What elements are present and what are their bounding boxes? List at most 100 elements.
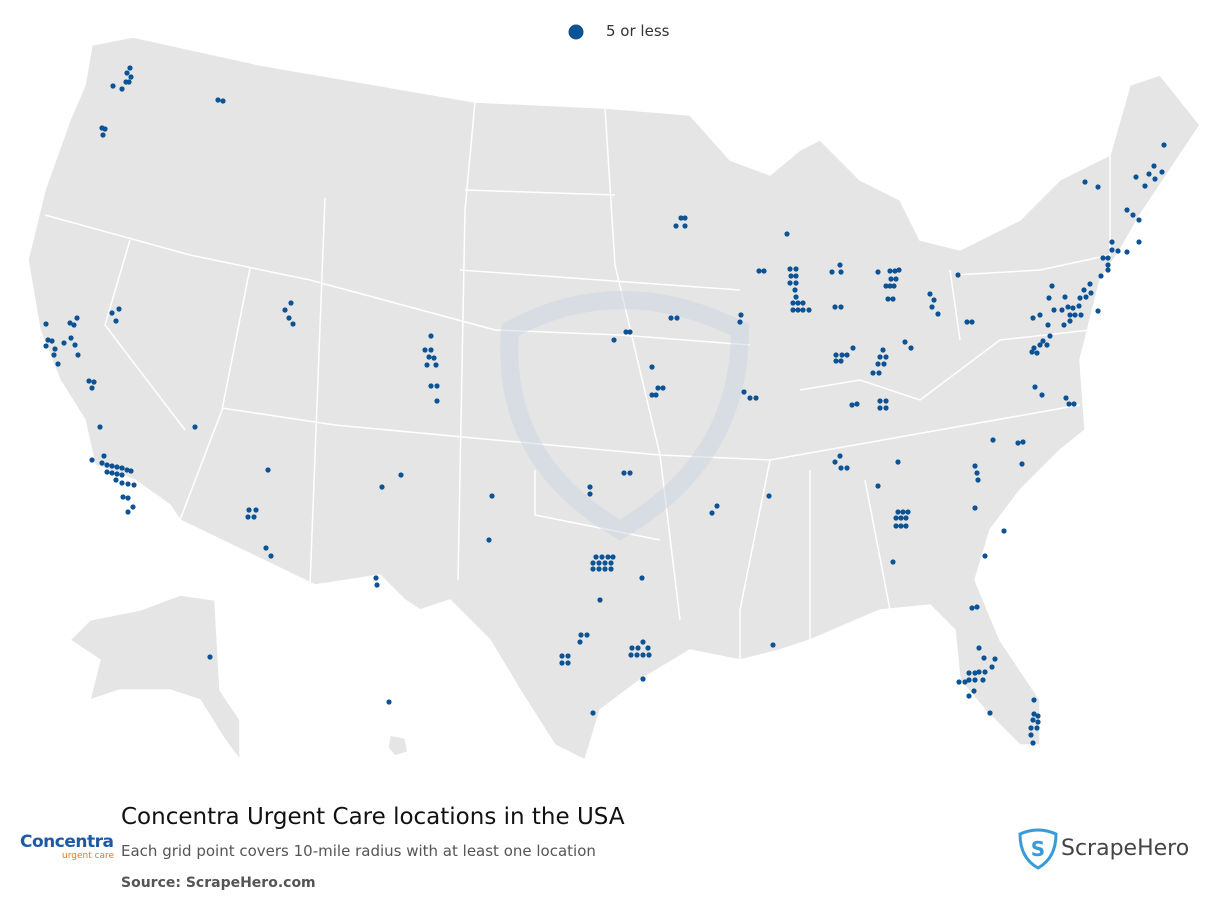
location-dot <box>1078 312 1084 318</box>
location-dot <box>428 333 434 339</box>
location-dot <box>640 676 646 682</box>
location-dot <box>1034 350 1040 356</box>
alaska <box>68 594 241 763</box>
location-dot <box>265 467 271 473</box>
location-dot <box>1029 349 1035 355</box>
location-dot <box>893 515 899 521</box>
location-dot <box>668 315 674 321</box>
location-dot <box>559 660 565 666</box>
scrapehero-logo: S <box>1018 828 1058 870</box>
location-dot <box>640 639 646 645</box>
location-dot <box>880 347 886 353</box>
location-dot <box>268 553 274 559</box>
location-dot <box>49 338 55 344</box>
location-dot <box>975 477 981 483</box>
location-dot <box>972 670 978 676</box>
location-dot <box>898 523 904 529</box>
logo-shield <box>1018 828 1058 870</box>
location-dot <box>1019 461 1025 467</box>
location-dot <box>839 352 845 358</box>
subtitle: Each grid point covers 10-mile radius wi… <box>121 842 596 860</box>
location-dot <box>431 355 437 361</box>
location-dot <box>972 505 978 511</box>
location-dot <box>1063 395 1069 401</box>
location-dot <box>1095 308 1101 314</box>
location-dot <box>972 463 978 469</box>
location-dot <box>1161 142 1167 148</box>
location-dot <box>709 510 715 516</box>
location-dot <box>1037 342 1043 348</box>
location-dot <box>888 276 894 282</box>
location-dot <box>1037 312 1043 318</box>
border <box>464 189 616 196</box>
location-dot <box>795 307 801 313</box>
location-dot <box>976 669 982 675</box>
location-dot <box>883 405 889 411</box>
location-dot <box>192 424 198 430</box>
location-dot <box>373 575 379 581</box>
location-dot <box>875 483 881 489</box>
location-dot <box>931 297 937 303</box>
location-dot <box>1100 255 1106 261</box>
location-dot <box>790 300 796 306</box>
location-dot <box>602 560 608 566</box>
location-dot <box>1081 287 1087 293</box>
location-dot <box>895 459 901 465</box>
location-dot <box>895 509 901 515</box>
location-dot <box>982 553 988 559</box>
location-dot <box>101 453 107 459</box>
location-dot <box>1059 307 1065 313</box>
location-dot <box>770 642 776 648</box>
location-dot <box>844 465 850 471</box>
location-dot <box>714 503 720 509</box>
location-dot <box>55 361 61 367</box>
location-dot <box>790 307 796 313</box>
location-dot <box>1142 183 1148 189</box>
location-dot <box>955 272 961 278</box>
location-dot <box>290 321 296 327</box>
location-dot <box>838 465 844 471</box>
location-dot <box>611 337 617 343</box>
location-dot <box>559 653 565 659</box>
location-dot <box>787 280 793 286</box>
border <box>457 101 476 581</box>
location-dot <box>634 652 640 658</box>
location-dot <box>893 276 899 282</box>
location-dot <box>1040 338 1046 344</box>
location-dot <box>1076 303 1082 309</box>
location-dot <box>1124 249 1130 255</box>
location-dot <box>1105 255 1111 261</box>
location-dot <box>908 345 914 351</box>
location-dot <box>844 352 850 358</box>
location-dot <box>639 575 645 581</box>
location-dot <box>890 296 896 302</box>
location-dot <box>793 266 799 272</box>
land <box>27 36 1201 763</box>
location-dot <box>1067 312 1073 318</box>
location-dot <box>398 472 404 478</box>
location-dot <box>678 215 684 221</box>
location-dot <box>113 477 119 483</box>
location-dot <box>1151 163 1157 169</box>
location-dot <box>286 315 292 321</box>
location-dot <box>97 424 103 430</box>
location-dot <box>649 392 655 398</box>
location-dot <box>1031 697 1037 703</box>
location-dot <box>587 484 593 490</box>
location-dot <box>966 670 972 676</box>
location-dot <box>875 269 881 275</box>
location-dot <box>1136 217 1142 223</box>
location-dot <box>605 554 611 560</box>
location-dot <box>1071 401 1077 407</box>
location-dot <box>1051 307 1057 313</box>
location-dot <box>593 554 599 560</box>
location-dot <box>597 597 603 603</box>
location-dot <box>883 283 889 289</box>
location-dot <box>784 231 790 237</box>
location-dot <box>114 464 120 470</box>
location-dot <box>655 385 661 391</box>
location-dot <box>263 545 269 551</box>
location-dot <box>486 537 492 543</box>
